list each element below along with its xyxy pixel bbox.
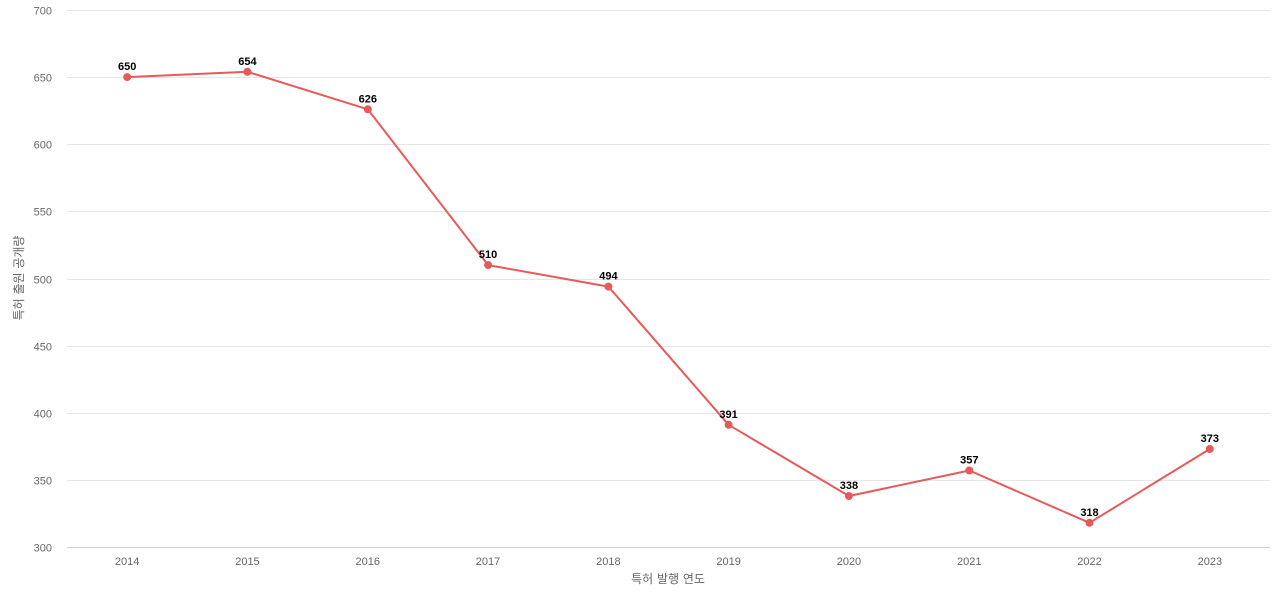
y-tick-label: 450 — [34, 342, 52, 354]
data-point[interactable] — [123, 73, 132, 82]
y-axis-title: 특허 출원 공개량 — [12, 236, 26, 321]
data-label: 494 — [599, 271, 618, 283]
x-tick-label: 2016 — [356, 556, 380, 568]
y-tick-label: 700 — [34, 6, 52, 18]
data-point[interactable] — [363, 105, 372, 114]
data-point[interactable] — [243, 67, 252, 76]
x-tick-label: 2019 — [716, 556, 740, 568]
x-tick-label: 2018 — [596, 556, 620, 568]
x-tick-label: 2015 — [235, 556, 259, 568]
y-tick-label: 400 — [34, 409, 52, 421]
data-point[interactable] — [604, 282, 613, 291]
x-tick-label: 2022 — [1077, 556, 1101, 568]
y-tick-label: 350 — [34, 476, 52, 488]
data-label: 626 — [359, 93, 377, 105]
data-label: 650 — [118, 61, 136, 73]
data-label: 373 — [1201, 433, 1219, 445]
y-axis-ticks: 300 350 400 450 500 550 600 650 700 — [34, 6, 52, 555]
x-axis-ticks: 2014 2015 2016 2017 2018 2019 2020 2021 2022 2023 — [115, 556, 1222, 568]
data-point[interactable] — [1205, 445, 1214, 453]
data-label: 318 — [1080, 507, 1098, 519]
series-group: 650 654 626 510 494 391 338 357 318 373 — [118, 56, 1219, 527]
data-label: 338 — [840, 480, 858, 492]
y-tick-label: 600 — [34, 140, 52, 152]
x-tick-label: 2014 — [115, 556, 139, 568]
x-tick-label: 2021 — [957, 556, 981, 568]
y-tick-label: 300 — [34, 543, 52, 555]
data-label: 654 — [238, 56, 257, 68]
data-point[interactable] — [844, 492, 853, 500]
data-label: 510 — [479, 249, 497, 261]
x-tick-label: 2017 — [476, 556, 500, 568]
series-line — [127, 70, 1211, 524]
gridlines — [67, 10, 1270, 548]
data-point[interactable] — [1085, 518, 1094, 527]
data-label: 391 — [719, 409, 737, 421]
y-tick-label: 550 — [34, 207, 52, 219]
data-point[interactable] — [965, 466, 974, 475]
data-point[interactable] — [484, 261, 493, 270]
x-tick-label: 2023 — [1198, 556, 1222, 568]
data-point[interactable] — [724, 420, 733, 429]
x-tick-label: 2020 — [837, 556, 861, 568]
x-axis-title: 특허 발행 연도 — [631, 571, 705, 586]
y-tick-label: 650 — [34, 73, 52, 85]
y-tick-label: 500 — [34, 275, 52, 287]
data-label: 357 — [960, 455, 978, 467]
